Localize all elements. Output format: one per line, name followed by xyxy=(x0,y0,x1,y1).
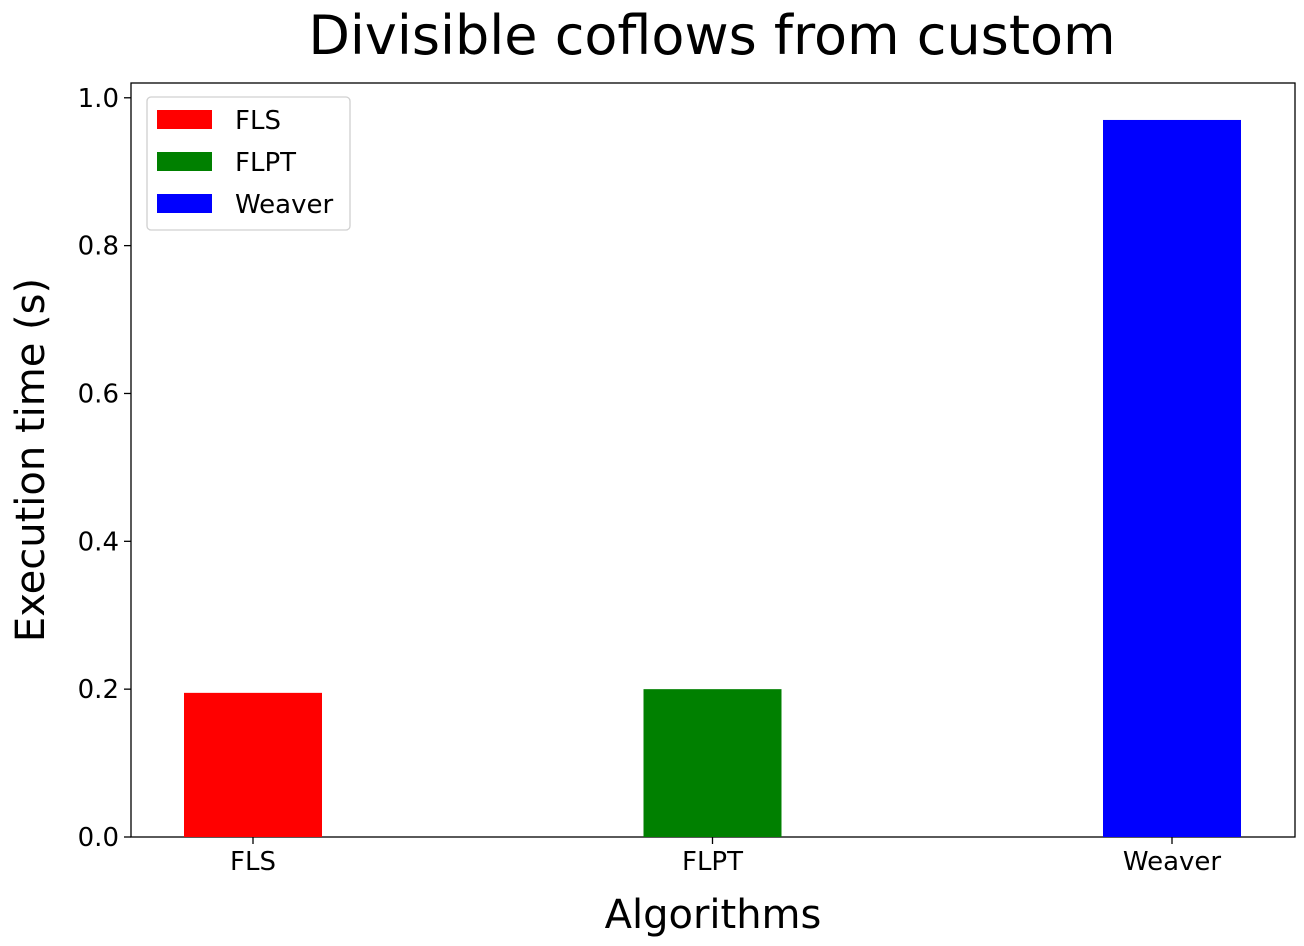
legend-swatch-weaver xyxy=(157,194,212,213)
y-tick-label: 0.8 xyxy=(78,232,119,262)
bar-fls xyxy=(184,692,322,837)
legend-label-fls: FLS xyxy=(235,106,281,136)
x-tick-label: Weaver xyxy=(1123,847,1221,877)
y-axis-label: Execution time (s) xyxy=(8,278,54,642)
chart-title: Divisible coflows from custom xyxy=(308,4,1115,67)
x-axis-ticks: FLS FLPT Weaver xyxy=(230,837,1221,877)
legend-swatch-flpt xyxy=(157,152,212,171)
y-tick-label: 0.2 xyxy=(78,675,119,705)
legend-label-weaver: Weaver xyxy=(235,190,333,220)
y-axis-ticks: 0.0 0.2 0.4 0.6 0.8 1.0 xyxy=(78,84,131,853)
x-tick-label: FLS xyxy=(230,847,276,877)
bar-flpt xyxy=(643,689,782,837)
bars-group xyxy=(184,119,1241,837)
legend-label-flpt: FLPT xyxy=(235,148,296,178)
y-tick-label: 1.0 xyxy=(78,84,119,114)
x-tick-label: FLPT xyxy=(682,847,743,877)
legend: FLS FLPT Weaver xyxy=(146,96,351,231)
y-tick-label: 0.4 xyxy=(78,527,119,557)
bar-weaver xyxy=(1103,119,1241,837)
x-axis-label: Algorithms xyxy=(605,892,822,938)
y-tick-label: 0.0 xyxy=(78,823,119,853)
legend-swatch-fls xyxy=(157,110,212,129)
y-tick-label: 0.6 xyxy=(78,379,119,409)
